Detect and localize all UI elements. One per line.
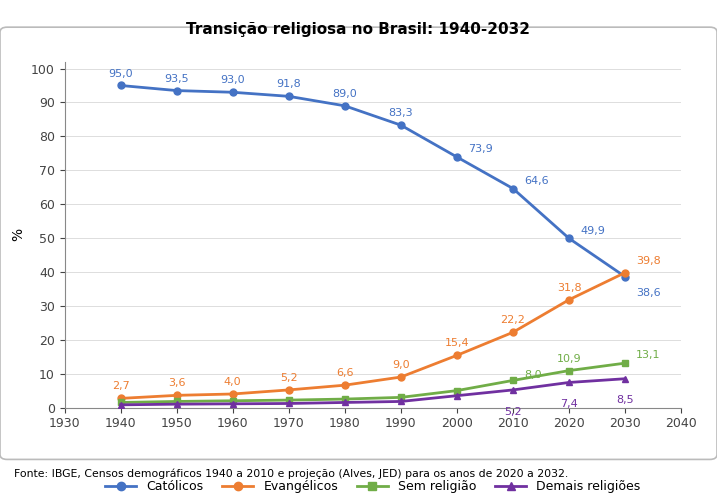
Text: 64,6: 64,6	[524, 176, 549, 186]
Text: 93,5: 93,5	[164, 74, 189, 83]
Text: 8,0: 8,0	[524, 370, 542, 380]
Text: 73,9: 73,9	[468, 144, 493, 154]
Text: 22,2: 22,2	[500, 315, 526, 326]
Y-axis label: %: %	[11, 228, 25, 241]
Text: 4,0: 4,0	[224, 377, 242, 387]
Text: 13,1: 13,1	[636, 350, 660, 360]
Text: Transição religiosa no Brasil: 1940-2032: Transição religiosa no Brasil: 1940-2032	[186, 22, 531, 37]
Text: 6,6: 6,6	[336, 368, 353, 378]
Text: 15,4: 15,4	[445, 338, 469, 348]
Text: 31,8: 31,8	[556, 283, 581, 293]
Text: 2,7: 2,7	[112, 381, 130, 391]
Text: 49,9: 49,9	[580, 226, 605, 236]
Text: 83,3: 83,3	[389, 108, 413, 118]
Text: 91,8: 91,8	[276, 80, 301, 89]
Text: 7,4: 7,4	[560, 399, 578, 409]
Legend: Católicos, Evangélicos, Sem religião, Demais religiões: Católicos, Evangélicos, Sem religião, De…	[100, 475, 646, 494]
Text: 39,8: 39,8	[636, 256, 661, 266]
Text: 89,0: 89,0	[333, 89, 357, 99]
Text: 8,5: 8,5	[617, 395, 634, 406]
Text: 5,2: 5,2	[280, 373, 298, 383]
Text: 10,9: 10,9	[556, 354, 581, 364]
Text: 9,0: 9,0	[392, 360, 409, 370]
Text: 5,2: 5,2	[504, 407, 522, 416]
Text: 93,0: 93,0	[220, 75, 245, 85]
Text: Fonte: IBGE, Censos demográficos 1940 a 2010 e projeção (Alves, JED) para os ano: Fonte: IBGE, Censos demográficos 1940 a …	[14, 469, 569, 479]
Text: 38,6: 38,6	[636, 288, 661, 298]
Text: 95,0: 95,0	[108, 69, 133, 79]
Text: 3,6: 3,6	[168, 378, 186, 388]
